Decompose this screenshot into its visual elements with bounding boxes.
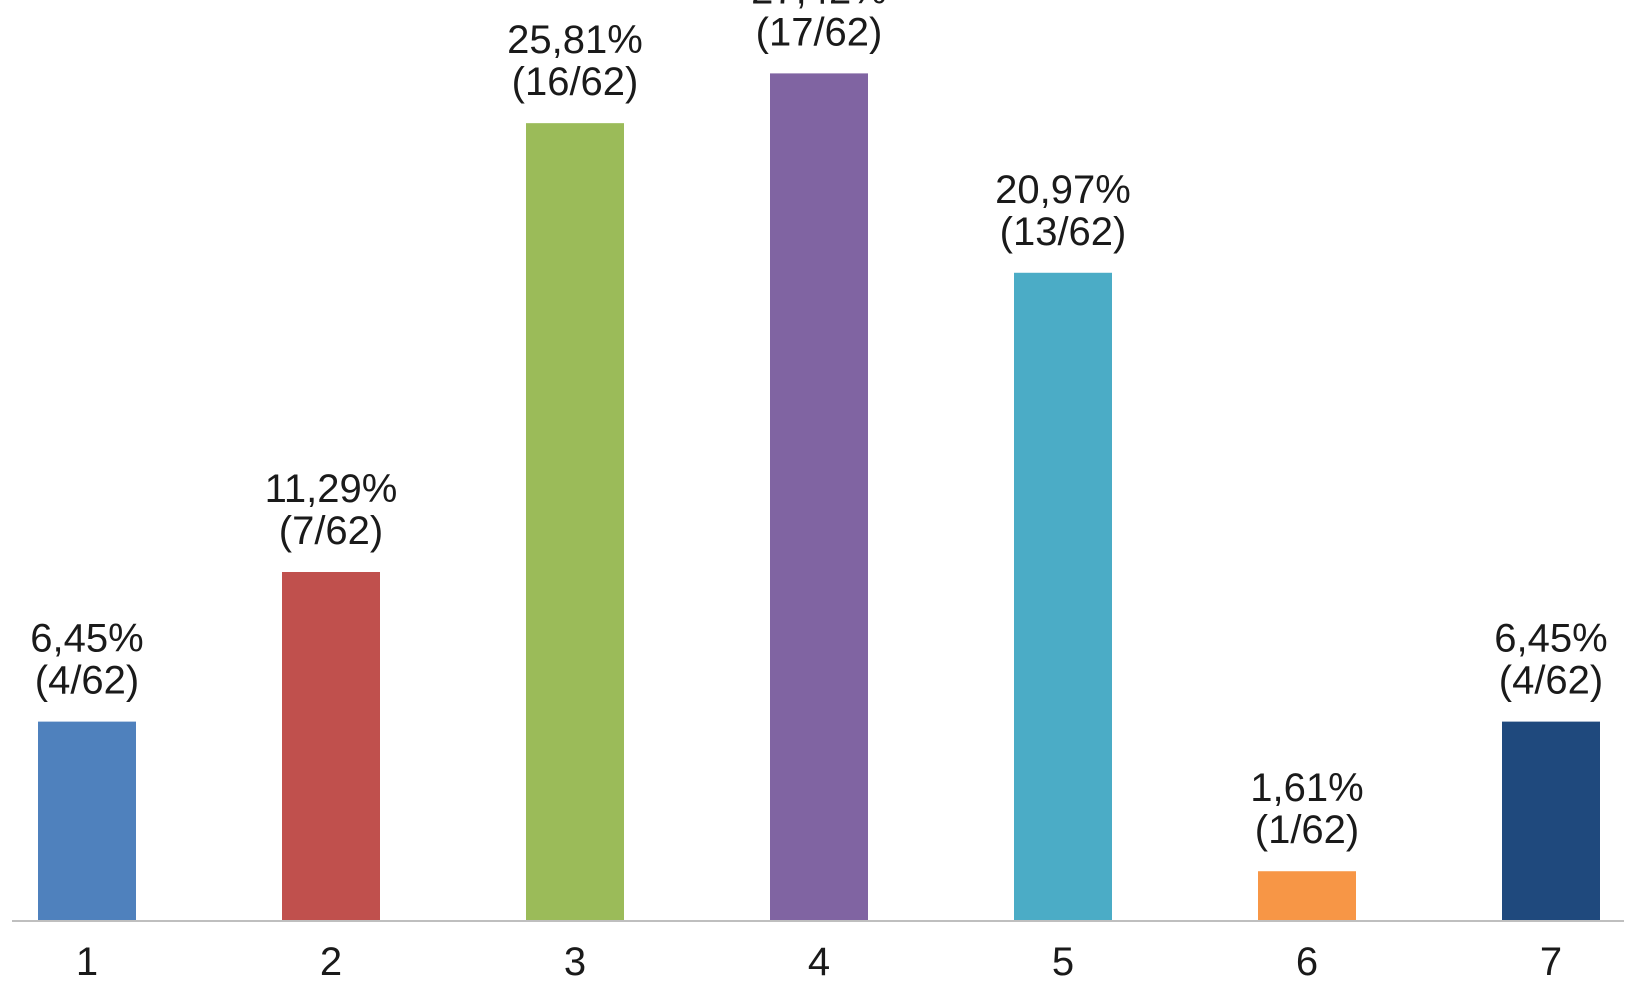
x-tick-label-1: 1	[76, 940, 98, 984]
bar-7	[1502, 721, 1600, 921]
data-label-count-2: (7/62)	[279, 509, 384, 553]
data-label-count-1: (4/62)	[35, 659, 140, 703]
bar-5	[1014, 272, 1112, 921]
data-label-count-6: (1/62)	[1255, 808, 1360, 852]
data-label-percent-2: 11,29%	[265, 467, 398, 511]
x-tick-label-3: 3	[564, 940, 586, 984]
data-label-percent-3: 25,81%	[507, 18, 643, 62]
bar-2	[282, 572, 380, 921]
x-tick-label-4: 4	[808, 940, 830, 984]
x-tick-label-6: 6	[1296, 940, 1318, 984]
data-label-percent-7: 6,45%	[1494, 617, 1607, 661]
data-label-count-5: (13/62)	[1000, 210, 1127, 254]
data-label-count-4: (17/62)	[756, 10, 883, 54]
bar-6	[1258, 871, 1356, 921]
data-label-percent-5: 20,97%	[995, 168, 1131, 212]
bar-3	[526, 123, 624, 921]
data-labels-group: 6,45%(4/62)11,29%(7/62)25,81%(16/62)27,4…	[30, 0, 1607, 852]
bar-1	[38, 721, 136, 921]
data-label-percent-6: 1,61%	[1250, 766, 1363, 810]
x-tick-label-7: 7	[1540, 940, 1562, 984]
x-tick-label-2: 2	[320, 940, 342, 984]
x-tick-label-5: 5	[1052, 940, 1074, 984]
data-label-percent-1: 6,45%	[30, 617, 143, 661]
data-label-count-3: (16/62)	[512, 60, 639, 104]
bar-4	[770, 73, 868, 922]
data-label-count-7: (4/62)	[1499, 659, 1604, 703]
x-tick-labels-group: 1 2 3 4 5 6 7	[76, 940, 1562, 984]
data-label-percent-4: 27,42%	[751, 0, 887, 12]
bars-group	[38, 73, 1600, 922]
